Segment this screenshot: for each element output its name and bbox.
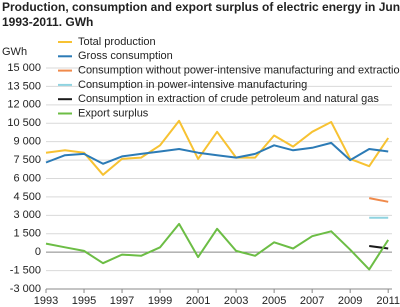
y-tick-label: 15 000 [7, 62, 41, 74]
y-tick-label: 13 500 [7, 80, 41, 92]
legend-label: Consumption without power-intensive manu… [78, 65, 400, 77]
y-tick-label: -1 500 [10, 264, 41, 276]
legend-label: Export surplus [78, 107, 149, 119]
legend-label: Total production [78, 36, 156, 48]
chart-subtitle: 1993-2011. GWh [2, 15, 93, 29]
y-axis-label: GWh [2, 46, 27, 58]
x-tick-label: 1993 [34, 295, 58, 307]
legend-label: Gross consumption [78, 50, 173, 62]
x-tick-label: 1999 [148, 295, 172, 307]
series-line [369, 245, 389, 250]
x-tick-label: 1995 [72, 295, 96, 307]
y-tick-label: 1 500 [13, 228, 41, 240]
legend-label: Consumption in power-intensive manufactu… [78, 79, 307, 91]
x-tick-label: 2007 [300, 295, 324, 307]
legend-label: Consumption in extraction of crude petro… [78, 93, 379, 105]
series-line [45, 119, 390, 176]
x-tick-label: 2001 [186, 295, 210, 307]
y-tick-label: 7 500 [13, 154, 41, 166]
x-tick-label: 2009 [338, 295, 362, 307]
y-tick-label: 4 500 [13, 191, 41, 203]
y-tick-label: 3 000 [13, 209, 41, 221]
y-tick-label: -3 000 [10, 283, 41, 295]
x-tick-label: 2011 [376, 295, 400, 307]
y-tick-label: 10 500 [7, 117, 41, 129]
series-line [45, 141, 389, 165]
series-line [369, 197, 389, 203]
x-tick-label: 2005 [262, 295, 286, 307]
y-tick-label: 6 000 [13, 172, 41, 184]
x-tick-label: 1997 [110, 295, 134, 307]
y-tick-label: 12 000 [7, 99, 41, 111]
series-line [45, 222, 390, 271]
y-tick-label: 0 [35, 246, 41, 258]
chart-title: Production, consumption and export surpl… [2, 0, 400, 14]
x-tick-label: 2003 [224, 295, 248, 307]
y-tick-label: 9 000 [13, 136, 41, 148]
